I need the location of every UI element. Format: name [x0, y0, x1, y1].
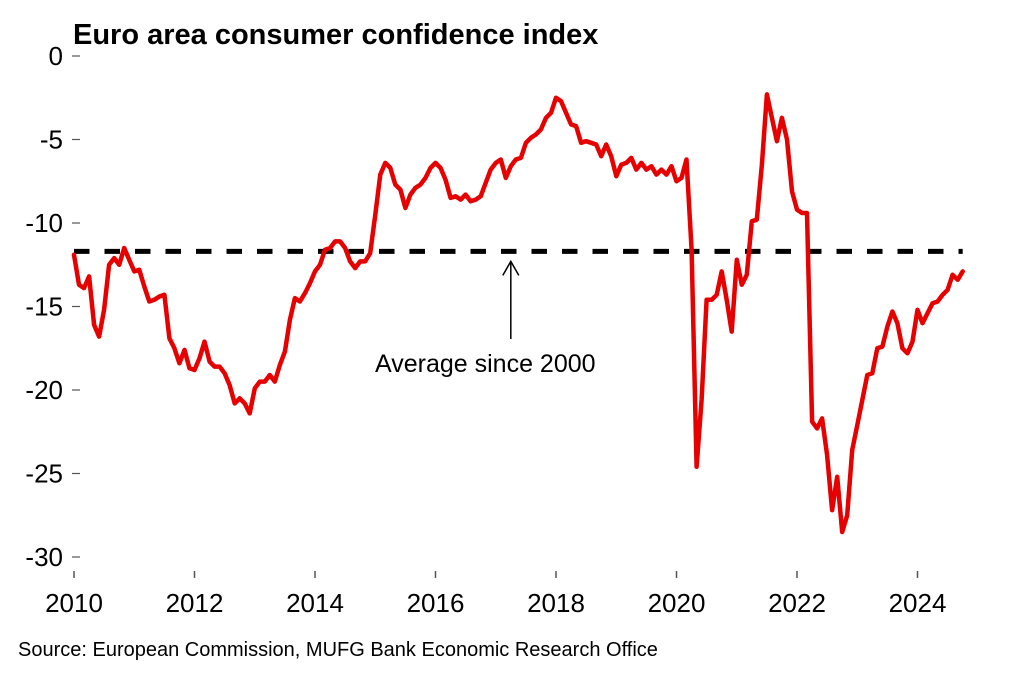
x-axis: 2010 2012 2014 2016 2018 2020 2022 2024 — [45, 571, 946, 618]
x-tick-label: 2012 — [166, 588, 224, 618]
x-tick-label: 2024 — [889, 588, 947, 618]
y-tick-label: -15 — [25, 292, 63, 322]
annotation-arrow — [502, 259, 520, 339]
source-note: Source: European Commission, MUFG Bank E… — [18, 639, 658, 661]
y-axis: 0 -5 -10 -15 -20 -25 -30 — [25, 41, 80, 572]
arrow-head — [502, 259, 520, 276]
x-tick-label: 2016 — [407, 588, 465, 618]
y-tick-label: -5 — [40, 125, 63, 155]
y-tick-label: -30 — [25, 542, 63, 572]
y-tick-label: -25 — [25, 459, 63, 489]
x-tick-label: 2022 — [768, 588, 826, 618]
y-tick-label: -20 — [25, 375, 63, 405]
x-tick-label: 2018 — [527, 588, 585, 618]
x-tick-label: 2014 — [286, 588, 344, 618]
y-tick-label: -10 — [25, 208, 63, 238]
x-tick-label: 2010 — [45, 588, 103, 618]
y-tick-label: 0 — [49, 41, 63, 71]
series-line-consumer-confidence — [71, 92, 965, 535]
x-tick-label: 2020 — [648, 588, 706, 618]
chart-title: Euro area consumer confidence index — [73, 19, 598, 51]
annotation-label: Average since 2000 — [375, 350, 596, 378]
